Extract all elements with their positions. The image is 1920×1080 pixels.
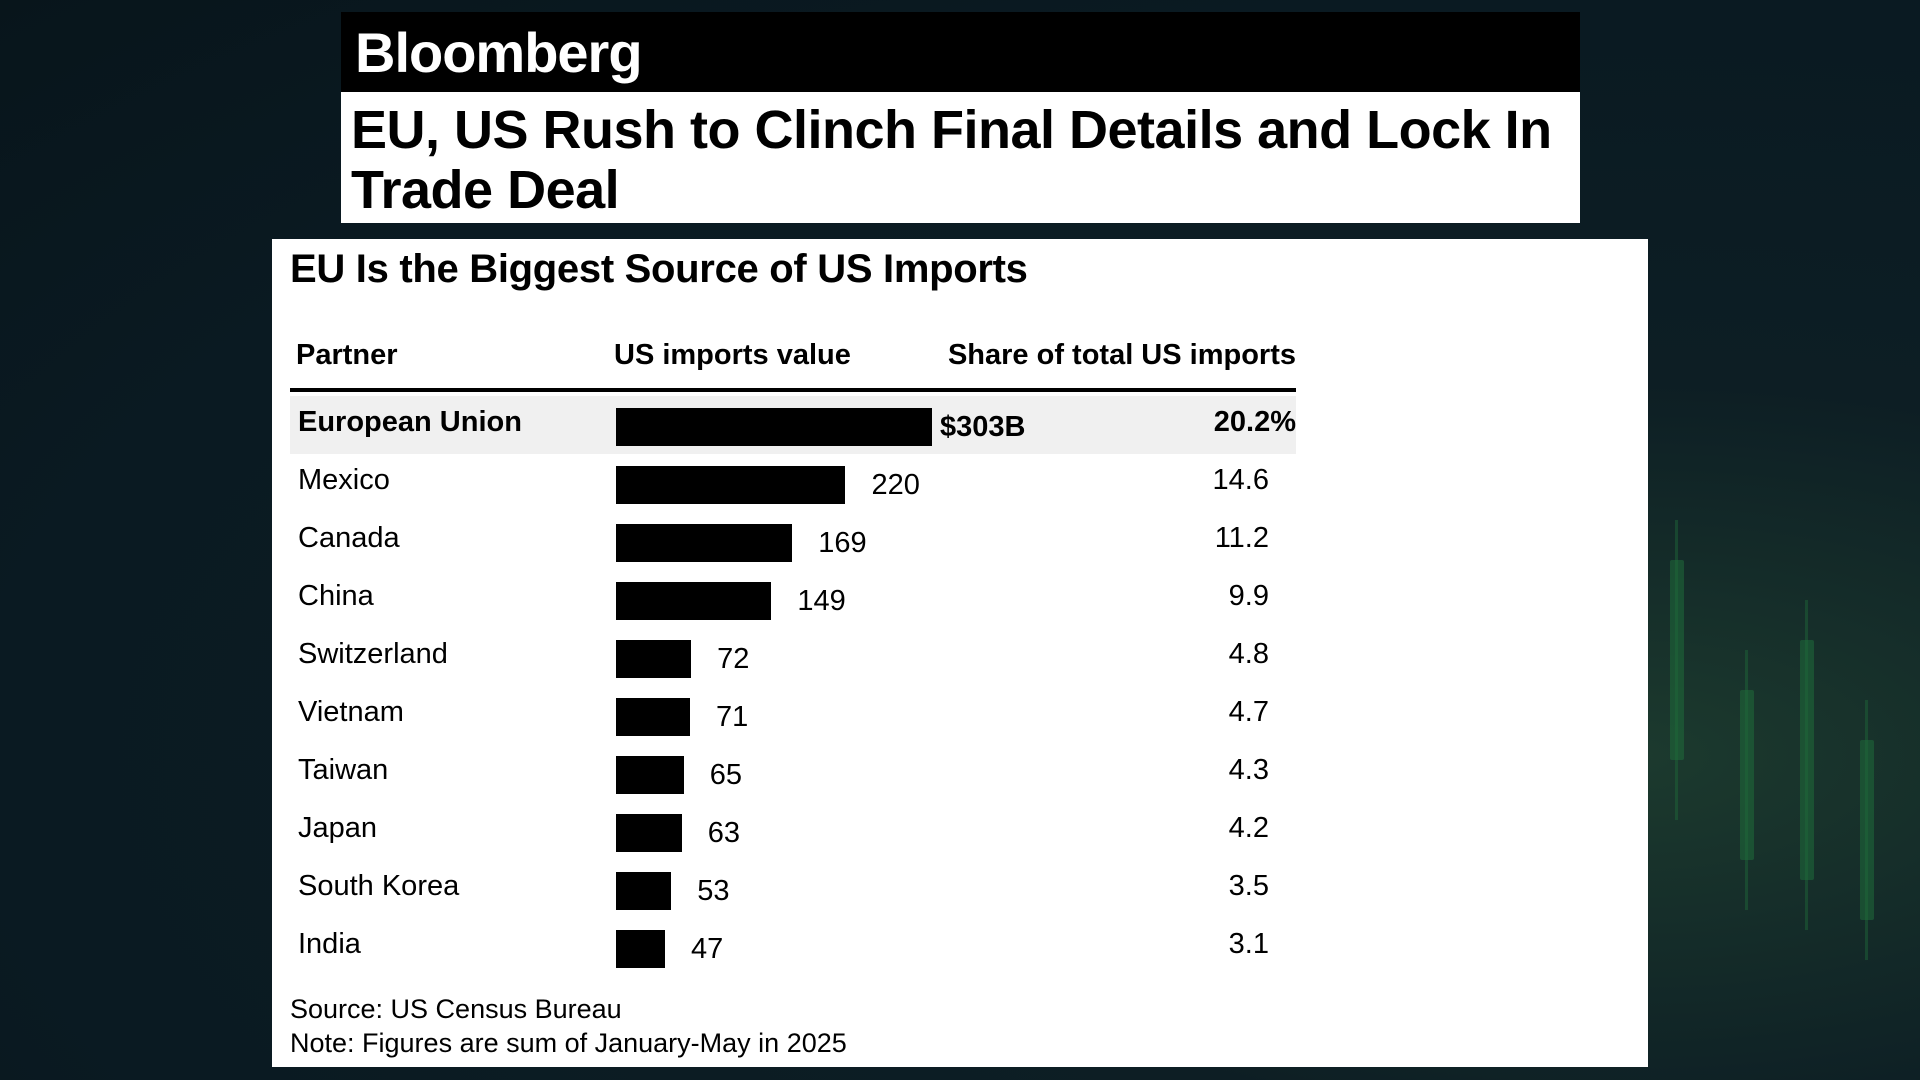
partner-name: Japan (298, 812, 378, 844)
imports-bar (616, 698, 691, 736)
share-value: 11.2 (1214, 522, 1269, 554)
imports-bar (616, 930, 666, 968)
imports-bar (616, 524, 793, 562)
imports-bar (616, 640, 692, 678)
imports-bar (616, 408, 932, 446)
imports-value-label: 71 (716, 701, 749, 733)
share-value: 4.7 (1228, 696, 1269, 728)
figures-note: Note: Figures are sum of January-May in … (290, 1028, 847, 1058)
table-row: Switzerland 72 4.8 (290, 628, 1296, 686)
column-header-share: Share of total US imports (947, 339, 1296, 371)
headline-box: EU, US Rush to Clinch Final Details and … (341, 92, 1580, 223)
partner-name: South Korea (298, 870, 460, 902)
brand-bar: Bloomberg (341, 12, 1580, 92)
table-row: South Korea 53 3.5 (290, 860, 1296, 918)
partner-name: India (298, 928, 361, 960)
partner-name: Vietnam (298, 696, 404, 728)
share-value: 4.2 (1228, 812, 1269, 844)
partner-name: Switzerland (298, 638, 448, 670)
share-value: 9.9 (1228, 580, 1269, 612)
imports-value-label: 53 (697, 875, 730, 907)
partner-name: Mexico (298, 464, 390, 496)
share-value: 3.1 (1228, 928, 1269, 960)
partner-name: China (298, 580, 374, 612)
share-value: 3.5 (1228, 870, 1269, 902)
imports-value-label: 72 (717, 643, 750, 675)
source-note: Source: US Census Bureau (290, 994, 622, 1024)
table-row: Vietnam 71 4.7 (290, 686, 1296, 744)
share-value: 20.2% (1213, 406, 1296, 438)
imports-value-label: 169 (818, 527, 867, 559)
table-row: China 149 9.9 (290, 570, 1296, 628)
imports-value-label: $303B (940, 411, 1026, 443)
partner-name: Canada (298, 522, 400, 554)
imports-value-label: 220 (871, 469, 920, 501)
partner-name: European Union (298, 406, 522, 438)
imports-bar (616, 756, 684, 794)
share-value: 4.8 (1228, 638, 1269, 670)
share-value: 14.6 (1212, 464, 1269, 496)
chart-card: EU Is the Biggest Source of US Imports P… (272, 239, 1648, 1067)
table-row: Japan 63 4.2 (290, 802, 1296, 860)
imports-value-label: 149 (797, 585, 846, 617)
table-row: Mexico 220 14.6 (290, 454, 1296, 512)
headline: EU, US Rush to Clinch Final Details and … (351, 100, 1552, 220)
table-row: European Union $303B 20.2% (290, 396, 1296, 454)
imports-value-label: 65 (709, 759, 743, 791)
column-header-imports-value: US imports value (614, 339, 851, 371)
imports-bar (616, 814, 682, 852)
column-header-partner: Partner (296, 339, 398, 371)
imports-bar (616, 872, 672, 910)
partner-name: Taiwan (298, 754, 389, 786)
imports-bar (616, 582, 772, 620)
share-value: 4.3 (1228, 754, 1269, 786)
imports-value-label: 63 (707, 817, 740, 849)
table-row: Taiwan 65 4.3 (290, 744, 1296, 802)
bloomberg-logo: Bloomberg (355, 21, 643, 84)
imports-value-label: 47 (691, 933, 724, 965)
chart-title: EU Is the Biggest Source of US Imports (290, 247, 1028, 291)
imports-bar (616, 466, 846, 504)
table-row: India 47 3.1 (290, 918, 1296, 976)
header-rule (290, 388, 1296, 392)
table-row: Canada 169 11.2 (290, 512, 1296, 570)
